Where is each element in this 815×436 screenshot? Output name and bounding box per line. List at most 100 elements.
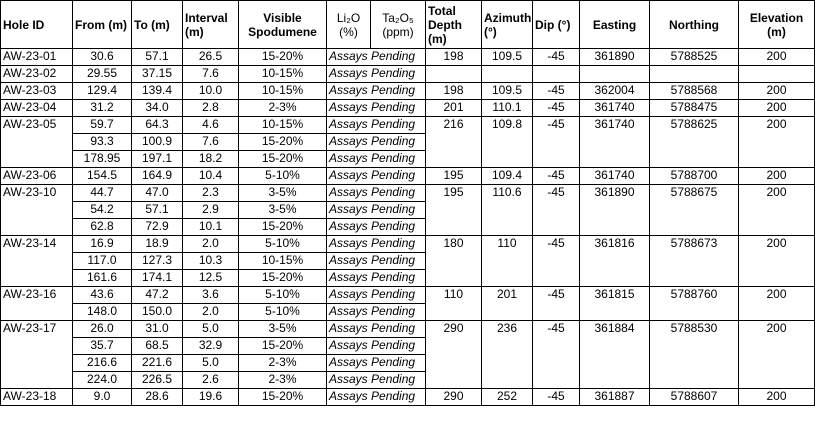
northing-cell: 5788700	[649, 167, 739, 185]
to-cell: 164.9	[131, 167, 183, 185]
spodumene-cell: 2-3%	[238, 99, 327, 117]
interval-cell: 26.5	[182, 48, 239, 66]
hole-id-cell: AW-23-01	[0, 48, 73, 66]
interval-cell: 2.3	[182, 184, 239, 202]
from-cell: 117.0	[72, 252, 132, 270]
to-cell: 68.5	[131, 337, 183, 355]
to-cell: 127.3	[131, 252, 183, 270]
to-cell: 197.1	[131, 150, 183, 168]
interval-cell: 10.3	[182, 252, 239, 270]
spodumene-cell: 5-10%	[238, 286, 327, 304]
hole-id-cell: AW-23-02	[0, 65, 73, 83]
spodumene-cell: 15-20%	[238, 337, 327, 355]
to-cell: 47.2	[131, 286, 183, 304]
interval-cell: 19.6	[182, 388, 239, 406]
from-cell: 154.5	[72, 167, 132, 185]
from-cell: 224.0	[72, 371, 132, 389]
header-northing: Northing	[649, 0, 739, 49]
azimuth-cell: 201	[481, 286, 533, 321]
assay-status-cell: Assays Pending	[326, 371, 426, 389]
assay-status-cell: Assays Pending	[326, 388, 426, 406]
spodumene-cell: 10-15%	[238, 65, 327, 83]
assay-status-cell: Assays Pending	[326, 354, 426, 372]
hole-id-cell	[0, 150, 73, 168]
azimuth-cell: 109.8	[481, 116, 533, 168]
total-depth-cell: 195	[425, 167, 482, 185]
header-row: Hole ID From (m) To (m) Interval (m) Vis…	[0, 0, 815, 49]
total-depth-cell: 290	[425, 320, 482, 389]
easting-cell: 361740	[579, 99, 650, 117]
table-row: 148.0 150.0 2.0 5-10% Assays Pending	[0, 303, 815, 321]
from-cell: 35.7	[72, 337, 132, 355]
header-elevation: Elevation (m)	[738, 0, 815, 49]
interval-cell: 2.6	[182, 371, 239, 389]
drill-results-table: Hole ID From (m) To (m) Interval (m) Vis…	[0, 0, 815, 406]
northing-cell: 5788525	[649, 48, 739, 66]
elevation-cell: 200	[738, 48, 815, 66]
interval-cell: 2.0	[182, 303, 239, 321]
table-row: AW-23-17 26.0 31.0 5.0 3-5% Assays Pending 290…	[0, 320, 815, 389]
table-row: 178.95 197.1 18.2 15-20% Assays Pending	[0, 150, 815, 168]
total-depth-cell	[425, 65, 482, 83]
dip-cell: -45	[532, 116, 580, 168]
northing-cell: 5788530	[649, 320, 739, 389]
table-body: AW-23-01 30.6 57.1 26.5 15-20% Assays Pending…	[0, 48, 815, 406]
header-from: From (m)	[72, 0, 132, 49]
assay-status-cell: Assays Pending	[326, 82, 426, 100]
table-row: 224.0 226.5 2.6 2-3% Assays Pending	[0, 371, 815, 389]
elevation-cell: 200	[738, 286, 815, 321]
dip-cell: -45	[532, 320, 580, 389]
easting-cell: 361740	[579, 167, 650, 185]
hole-id-cell: AW-23-17	[0, 320, 73, 338]
northing-cell: 5788675	[649, 184, 739, 236]
from-cell: 54.2	[72, 201, 132, 219]
to-cell: 57.1	[131, 201, 183, 219]
hole-id-cell	[0, 371, 73, 389]
dip-cell	[532, 65, 580, 83]
hole-id-cell	[0, 337, 73, 355]
spodumene-cell: 15-20%	[238, 150, 327, 168]
hole-id-cell	[0, 201, 73, 219]
to-cell: 64.3	[131, 116, 183, 134]
header-to: To (m)	[131, 0, 183, 49]
dip-cell: -45	[532, 99, 580, 117]
assay-status-cell: Assays Pending	[326, 303, 426, 321]
interval-cell: 10.0	[182, 82, 239, 100]
northing-cell: 5788673	[649, 235, 739, 287]
total-depth-cell: 180	[425, 235, 482, 287]
table-row: AW-23-01 30.6 57.1 26.5 15-20% Assays Pending…	[0, 48, 815, 66]
spodumene-cell: 5-10%	[238, 235, 327, 253]
from-cell: 62.8	[72, 218, 132, 236]
hole-id-cell: AW-23-18	[0, 388, 73, 406]
interval-cell: 5.0	[182, 354, 239, 372]
assay-status-cell: Assays Pending	[326, 286, 426, 304]
to-cell: 139.4	[131, 82, 183, 100]
header-li2o: Li₂O (%)	[326, 0, 371, 49]
easting-cell: 361887	[579, 388, 650, 406]
hole-id-cell: AW-23-10	[0, 184, 73, 202]
elevation-cell: 200	[738, 82, 815, 100]
dip-cell: -45	[532, 167, 580, 185]
total-depth-cell: 216	[425, 116, 482, 168]
from-cell: 178.95	[72, 150, 132, 168]
interval-cell: 10.1	[182, 218, 239, 236]
easting-cell: 361815	[579, 286, 650, 321]
to-cell: 18.9	[131, 235, 183, 253]
total-depth-cell: 195	[425, 184, 482, 236]
spodumene-cell: 15-20%	[238, 133, 327, 151]
elevation-cell: 200	[738, 167, 815, 185]
hole-id-cell	[0, 303, 73, 321]
elevation-cell: 200	[738, 388, 815, 406]
from-cell: 30.6	[72, 48, 132, 66]
hole-id-cell: AW-23-03	[0, 82, 73, 100]
assay-status-cell: Assays Pending	[326, 235, 426, 253]
hole-id-cell: AW-23-05	[0, 116, 73, 134]
table-row: AW-23-05 59.7 64.3 4.6 10-15% Assays Pending 2…	[0, 116, 815, 168]
to-cell: 72.9	[131, 218, 183, 236]
interval-cell: 32.9	[182, 337, 239, 355]
from-cell: 93.3	[72, 133, 132, 151]
table-row: 54.2 57.1 2.9 3-5% Assays Pending	[0, 201, 815, 219]
table-row: AW-23-06 154.5 164.9 10.4 5-10% Assays Pendin…	[0, 167, 815, 185]
interval-cell: 5.0	[182, 320, 239, 338]
header-interval: Interval (m)	[182, 0, 239, 49]
